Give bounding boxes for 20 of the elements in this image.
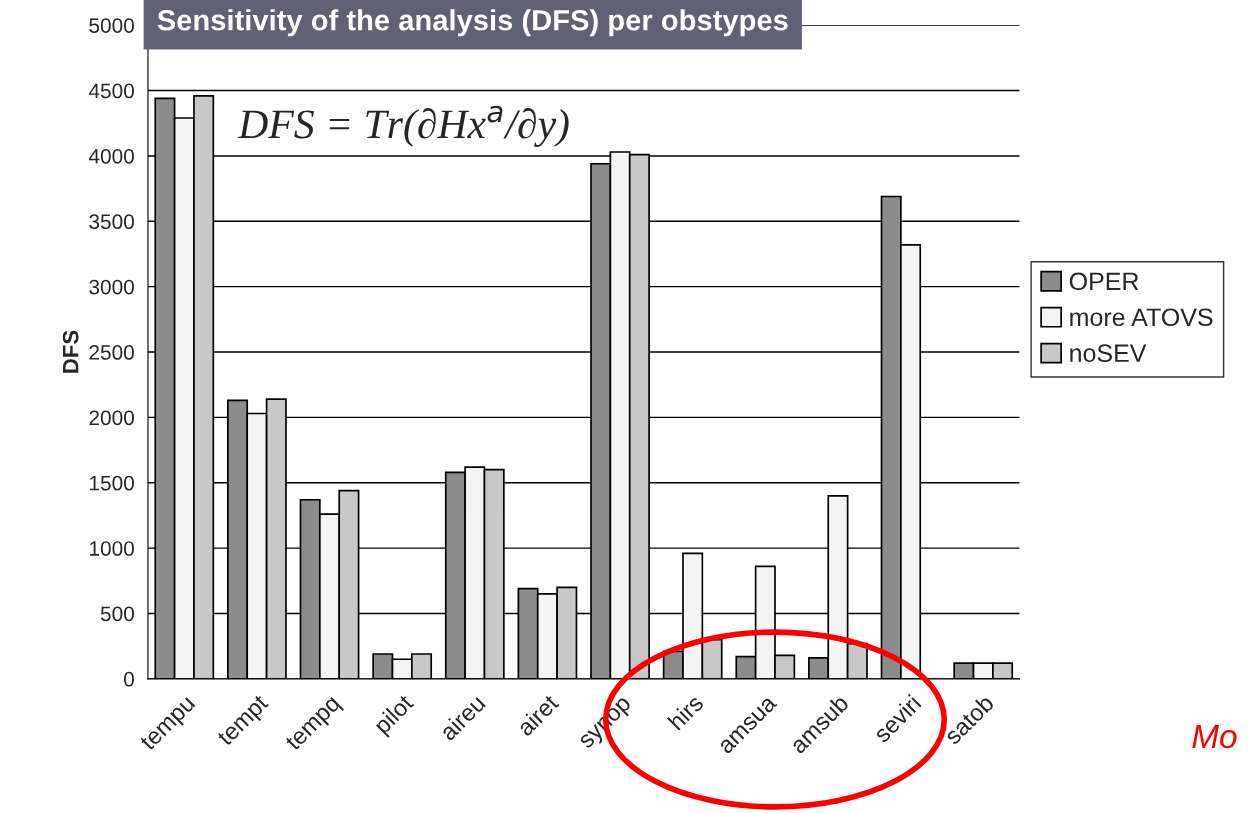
y-tick-label: 4500 — [88, 83, 134, 99]
text: Mo — [1192, 725, 1237, 749]
y-tick-label: 1000 — [90, 541, 134, 556]
y-tick-label: 3500 — [89, 214, 134, 230]
x-tick-label: hirs — [666, 693, 705, 731]
x-tick-label: airet — [515, 692, 560, 737]
y-tick-label: 4000 — [88, 148, 134, 164]
y-tick-label: 1500 — [90, 475, 134, 491]
legend-label: OPER — [1069, 272, 1139, 291]
legend-label: noSEV — [1070, 344, 1147, 363]
y-tick-label: 0 — [124, 671, 134, 687]
legend-label: more ATOVS — [1070, 308, 1213, 327]
chart-title: Sensitivity of the analysis (DFS) per obstypes — [157, 9, 788, 37]
annotation: DFS = Tr(∂Hx$^{a}$/∂y) — [237, 105, 569, 147]
y-tick-label: 2500 — [89, 345, 134, 360]
y-tick-label: 500 — [100, 606, 134, 622]
y-tick-label: 5000 — [89, 18, 134, 33]
y-tick-label: 3000 — [89, 279, 134, 295]
y-axis-title: DFS — [62, 330, 79, 373]
y-tick-label: 2000 — [89, 410, 134, 426]
